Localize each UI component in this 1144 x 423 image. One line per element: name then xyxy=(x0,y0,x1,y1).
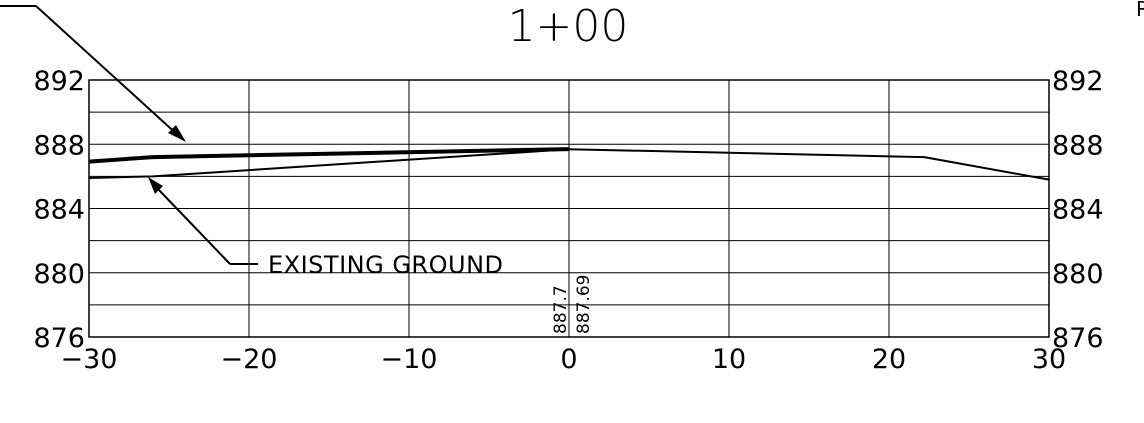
x-tick-label: −10 xyxy=(381,344,438,375)
arrowhead-icon xyxy=(168,125,186,142)
y-tick-label-left: 880 xyxy=(33,259,85,290)
y-tick-label-left: 892 xyxy=(33,66,85,97)
y-tick-label-left: 884 xyxy=(33,195,85,226)
y-tick-label-right: 876 xyxy=(1052,323,1104,354)
chart-title: 1+00 xyxy=(508,1,629,52)
x-tick-label: 30 xyxy=(1032,344,1066,375)
y-tick-label-left: 888 xyxy=(33,130,85,161)
axes: 876 876 880 880 884 884 888 888 892 892 −30 −20 −10 0… xyxy=(33,66,1103,375)
series-layer xyxy=(88,147,1050,181)
proposed-grade-line xyxy=(88,147,570,164)
x-tick-label: −30 xyxy=(61,344,118,375)
y-tick-label-right: 888 xyxy=(1052,130,1104,161)
right-edge-label: R xyxy=(1136,0,1144,21)
grid-lines xyxy=(88,79,1050,338)
y-tick-label-right: 884 xyxy=(1052,195,1104,226)
upper-callout-leader xyxy=(0,5,186,142)
x-tick-label: −20 xyxy=(221,344,278,375)
x-tick-label: 20 xyxy=(872,344,906,375)
y-tick-label-right: 892 xyxy=(1052,66,1104,97)
y-tick-label-left: 876 xyxy=(33,323,85,354)
y-tick-label-right: 880 xyxy=(1052,259,1104,290)
existing-ground-callout: EXISTING GROUND xyxy=(148,177,504,279)
centerline-value-proposed: 887.7 xyxy=(551,285,571,334)
x-tick-label: 0 xyxy=(560,344,577,375)
centerline-value-existing: 887.69 xyxy=(574,275,594,334)
plot-frame xyxy=(88,79,1050,338)
existing-ground-line xyxy=(88,148,1050,181)
x-tick-label: 10 xyxy=(712,344,746,375)
existing-ground-label: EXISTING GROUND xyxy=(268,251,504,279)
